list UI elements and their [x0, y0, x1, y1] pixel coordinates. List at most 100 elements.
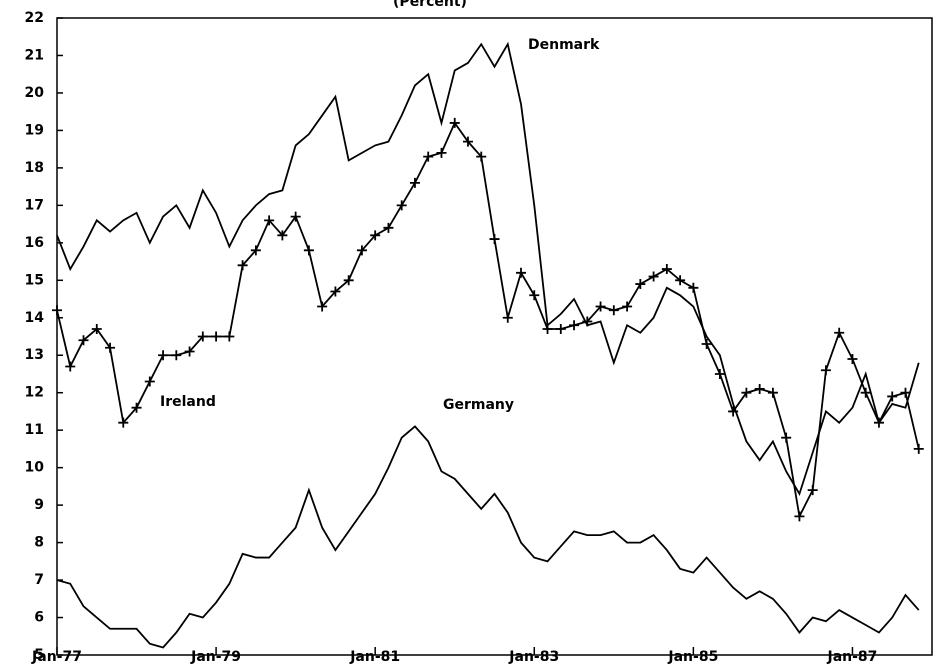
series-marker — [622, 301, 633, 312]
series-marker — [396, 200, 407, 211]
series-marker — [807, 485, 818, 496]
series-marker — [675, 275, 686, 286]
series-marker — [529, 290, 540, 301]
series-marker — [343, 275, 354, 286]
series-marker — [887, 391, 898, 402]
series-marker — [264, 215, 275, 226]
series-marker — [356, 245, 367, 256]
series-marker — [171, 350, 182, 361]
y-tick-label: 21 — [25, 47, 44, 63]
series-marker — [794, 511, 805, 522]
series-marker — [65, 361, 76, 372]
x-tick-label: Jan-81 — [349, 649, 400, 665]
series-marker — [224, 331, 235, 342]
y-tick-label: 18 — [25, 160, 44, 176]
series-marker — [661, 264, 672, 275]
y-tick-label: 8 — [34, 535, 44, 551]
series-marker — [423, 151, 434, 162]
y-tick-label: 11 — [25, 422, 44, 438]
series-marker — [542, 324, 553, 335]
y-tick-label: 20 — [25, 85, 45, 101]
series-marker — [781, 432, 792, 443]
series-marker — [158, 350, 169, 361]
series-marker — [118, 417, 129, 428]
series-marker — [648, 271, 659, 282]
series-marker — [290, 211, 301, 222]
series-marker — [767, 387, 778, 398]
series-marker — [582, 316, 593, 327]
y-tick-label: 22 — [25, 10, 44, 26]
series-marker — [873, 417, 884, 428]
y-tick-label: 14 — [25, 310, 45, 326]
annotation: Ireland — [160, 394, 216, 410]
x-tick-label: Jan-85 — [667, 649, 718, 665]
series-marker — [728, 406, 739, 417]
y-tick-label: 7 — [34, 572, 44, 588]
series-marker — [211, 331, 222, 342]
series-marker — [741, 387, 752, 398]
x-tick-label: Jan-77 — [31, 649, 82, 665]
y-tick-label: 6 — [34, 610, 44, 626]
y-tick-label: 9 — [34, 497, 44, 513]
series-marker — [860, 387, 871, 398]
series-marker — [820, 365, 831, 376]
y-tick-label: 19 — [25, 122, 44, 138]
series-marker — [449, 117, 460, 128]
series-marker — [105, 342, 116, 353]
series-marker — [569, 320, 580, 331]
series-marker — [847, 353, 858, 364]
series-marker — [78, 335, 89, 346]
chart-title: (Percent) — [393, 0, 467, 10]
y-tick-label: 16 — [25, 235, 44, 251]
series-marker — [197, 331, 208, 342]
series-line — [56, 41, 920, 497]
series-marker — [237, 260, 248, 271]
series-marker — [370, 230, 381, 241]
series-marker — [277, 230, 288, 241]
series-marker — [688, 282, 699, 293]
series-marker — [502, 312, 513, 323]
y-tick-label: 12 — [25, 385, 44, 401]
annotation: Germany — [443, 397, 514, 413]
series-marker — [913, 443, 924, 454]
series-marker — [436, 147, 447, 158]
series-marker — [144, 376, 155, 387]
series-marker — [754, 383, 765, 394]
series-marker — [900, 387, 911, 398]
series-marker — [317, 301, 328, 312]
series-marker — [635, 279, 646, 290]
series-marker — [516, 267, 527, 278]
series-marker — [383, 222, 394, 233]
series-marker — [476, 151, 487, 162]
y-tick-label: 13 — [25, 347, 44, 363]
series-marker — [608, 305, 619, 316]
series-marker — [489, 234, 500, 245]
series-marker — [714, 368, 725, 379]
series-marker — [131, 402, 142, 413]
series-marker — [462, 136, 473, 147]
y-tick-label: 15 — [25, 272, 44, 288]
series-marker — [595, 301, 606, 312]
series-marker — [52, 305, 62, 316]
series-marker — [303, 245, 314, 256]
x-tick-label: Jan-83 — [508, 649, 559, 665]
series-marker — [701, 338, 712, 349]
series-marker — [184, 346, 195, 357]
series-marker — [330, 286, 341, 297]
series-marker — [91, 324, 102, 335]
series-line — [56, 425, 920, 649]
annotation: Denmark — [528, 37, 600, 53]
x-tick-label: Jan-87 — [826, 649, 877, 665]
plot-frame — [56, 17, 933, 656]
series-marker — [409, 177, 420, 188]
series-marker — [834, 327, 845, 338]
y-tick-label: 5 — [34, 647, 44, 663]
x-tick-label: Jan-79 — [190, 649, 241, 665]
series-line — [56, 121, 920, 520]
series-marker — [555, 324, 566, 335]
series-marker — [250, 245, 261, 256]
y-tick-label: 10 — [25, 460, 45, 476]
y-tick-label: 17 — [25, 197, 44, 213]
